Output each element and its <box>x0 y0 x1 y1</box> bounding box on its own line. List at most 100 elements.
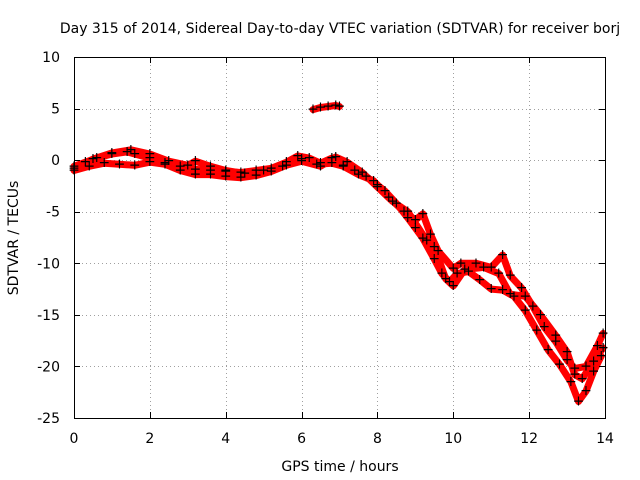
data-point: + <box>144 150 156 166</box>
data-point: + <box>474 272 486 288</box>
data-point: + <box>569 367 581 383</box>
data-point: + <box>588 353 600 369</box>
x-tick-label: 2 <box>145 431 154 447</box>
data-point: + <box>205 158 217 174</box>
x-tick-label: 12 <box>520 431 538 447</box>
y-tick-label: 0 <box>51 153 60 169</box>
data-point: + <box>561 344 573 360</box>
data-point: + <box>341 154 353 170</box>
data-point: + <box>174 163 186 179</box>
data-point: + <box>91 150 103 166</box>
data-markers: + + + + ++ + + + + + + + + + + + + + + + + +++++++++++ +++ + +++… <box>68 98 609 410</box>
data-point: + <box>516 280 528 296</box>
data-point: + <box>144 154 156 170</box>
data-point: + <box>372 179 384 195</box>
data-point: + <box>455 255 467 271</box>
data-point: + <box>573 394 585 410</box>
data-point: + <box>580 383 592 399</box>
data-point: + <box>205 163 217 179</box>
data-point: + <box>421 233 433 249</box>
data-point: + <box>580 358 592 374</box>
data-point: + <box>417 231 429 247</box>
data-point: + <box>326 155 338 171</box>
data-point: + <box>595 348 607 364</box>
x-tick-label: 14 <box>596 431 614 447</box>
data-point: + <box>504 286 516 302</box>
data-point: + <box>592 338 604 354</box>
data-point: + <box>356 165 368 181</box>
data-point: + <box>265 164 277 180</box>
data-point: + <box>444 274 456 290</box>
data-point: + <box>538 319 550 335</box>
data-point: + <box>417 206 429 222</box>
data-point: + <box>485 259 497 275</box>
data-point: + <box>383 189 395 205</box>
data-point: + <box>519 303 531 319</box>
data-point: + <box>410 212 422 228</box>
data-point: + <box>159 156 171 172</box>
data-point: + <box>311 156 323 172</box>
data-series <box>70 102 607 405</box>
data-point: + <box>281 154 293 170</box>
data-point: + <box>296 151 308 167</box>
data-point: + <box>440 271 452 287</box>
data-point: + <box>315 100 327 116</box>
data-point: + <box>527 299 539 315</box>
data-point: + <box>281 157 293 173</box>
data-point: + <box>425 226 437 242</box>
data-point: + <box>159 155 171 171</box>
data-point: + <box>258 163 270 179</box>
data-point: + <box>296 153 308 169</box>
data-point: + <box>493 266 505 282</box>
data-point: + <box>87 151 99 167</box>
data-point: + <box>576 371 588 387</box>
data-point: + <box>550 334 562 350</box>
data-point: + <box>334 99 346 115</box>
data-point: + <box>554 356 566 372</box>
data-point: + <box>463 264 475 280</box>
axis-ticks <box>74 57 606 419</box>
data-point: + <box>428 251 440 267</box>
data-point: + <box>451 266 463 282</box>
data-point: + <box>353 167 365 183</box>
data-point: + <box>326 150 338 166</box>
data-point: + <box>588 364 600 380</box>
data-point: + <box>330 98 342 114</box>
data-point: + <box>402 204 414 220</box>
data-point: + <box>121 144 133 160</box>
data-point: + <box>508 288 520 304</box>
y-tick-labels: 10 5 0 -5 -10 -15 -20 -25 <box>37 50 60 427</box>
series-line-track-3 <box>70 146 607 383</box>
chart-title: Day 315 of 2014, Sidereal Day-to-day VTE… <box>60 21 620 37</box>
data-point: + <box>398 204 410 220</box>
data-point: + <box>277 158 289 174</box>
data-point: + <box>569 361 581 377</box>
series-line-track-1 <box>70 148 605 405</box>
data-point: + <box>190 167 202 183</box>
data-point: + <box>428 239 440 255</box>
data-point: + <box>235 165 247 181</box>
data-point: + <box>497 247 509 263</box>
data-point: + <box>550 328 562 344</box>
data-point: + <box>235 170 247 186</box>
data-point: + <box>292 148 304 164</box>
data-point: + <box>447 278 459 294</box>
data-point: + <box>387 193 399 209</box>
data-point: + <box>205 167 217 183</box>
x-tick-label: 8 <box>373 431 382 447</box>
x-axis-label: GPS time / hours <box>281 459 398 475</box>
series-line-track-4 <box>309 102 343 114</box>
data-point: + <box>330 149 342 165</box>
y-tick-label: -5 <box>46 205 60 221</box>
data-point: + <box>561 352 573 368</box>
plot-frame <box>74 57 606 419</box>
y-axis-label: SDTVAR / TECUs <box>6 181 22 296</box>
data-point: + <box>478 259 490 275</box>
data-point: + <box>190 161 202 177</box>
data-point: + <box>368 173 380 189</box>
x-tick-labels: 0 2 4 6 8 10 12 14 <box>70 431 614 447</box>
data-point: + <box>98 155 110 171</box>
data-point: + <box>80 154 92 170</box>
data-point: + <box>114 156 126 172</box>
data-point: + <box>447 260 459 276</box>
